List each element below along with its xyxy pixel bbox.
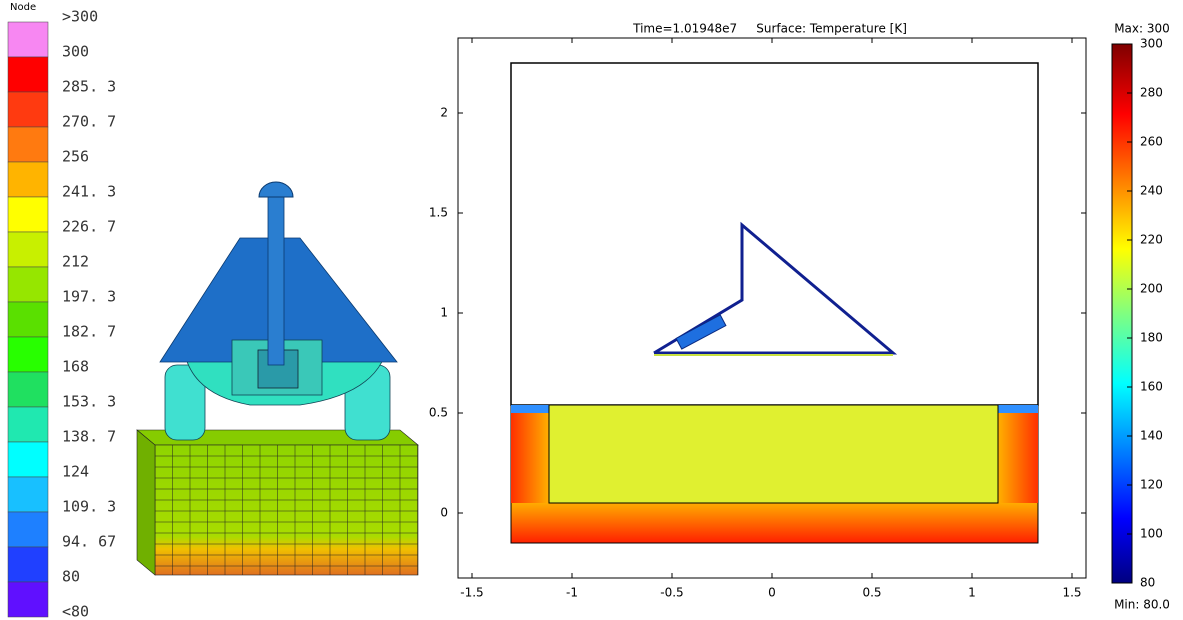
legend-label: 212	[62, 253, 89, 271]
legend-swatch	[8, 127, 48, 162]
ground-edge	[998, 405, 1038, 503]
colorbar-tick-label: 80	[1140, 576, 1155, 590]
legend-label: 138. 7	[62, 428, 116, 446]
y-tick-label: 0	[440, 506, 448, 520]
legend-swatch	[8, 582, 48, 617]
colorbar-max: Max: 300	[1114, 22, 1170, 36]
legend-label: 80	[62, 568, 80, 586]
x-tick-label: 0.5	[862, 586, 881, 600]
legend-swatch	[8, 92, 48, 127]
colorbar-tick-label: 220	[1140, 233, 1163, 247]
x-tick-label: -1.5	[460, 586, 483, 600]
page: Node >300 300 285. 3 270. 7 256 241. 3 226. 7 2…	[0, 0, 1183, 620]
x-tick-label: -1	[566, 586, 578, 600]
ground-edge	[511, 405, 549, 503]
legend-label: 182. 7	[62, 323, 116, 341]
legend-label: 256	[62, 148, 89, 166]
legend-swatch	[8, 162, 48, 197]
legend-label: 226. 7	[62, 218, 116, 236]
legend-label: 153. 3	[62, 393, 116, 411]
legend-label: 285. 3	[62, 78, 116, 96]
plot: Time=1.01948e7 Surface: Temperature [K] …	[429, 22, 1170, 612]
legend-swatch	[8, 197, 48, 232]
colorbar-tick-label: 300	[1140, 37, 1163, 51]
x-tick-label: 1.5	[1062, 586, 1081, 600]
legend-swatch	[8, 477, 48, 512]
legend: Node >300 300 285. 3 270. 7 256 241. 3 226. 7 2…	[8, 2, 116, 620]
legend-swatch	[8, 547, 48, 582]
x-tick-label: 1	[968, 586, 976, 600]
colorbar-tick-label: 280	[1140, 86, 1163, 100]
legend-swatch	[8, 232, 48, 267]
colorbar	[1112, 44, 1132, 583]
legend-swatch	[8, 442, 48, 477]
legend-label: 197. 3	[62, 288, 116, 306]
legend-label: 241. 3	[62, 183, 116, 201]
y-tick-label: 1	[440, 306, 448, 320]
colorbar-tick-label: 160	[1140, 380, 1163, 394]
ground-corner	[998, 405, 1038, 413]
legend-swatch	[8, 512, 48, 547]
ground-core	[549, 405, 998, 503]
x-tick-label: 0	[768, 586, 776, 600]
legend-label: 300	[62, 43, 89, 61]
legend-swatch	[8, 302, 48, 337]
colorbar-tick-label: 140	[1140, 429, 1163, 443]
legend-header: Node	[10, 2, 36, 13]
colorbar-min: Min: 80.0	[1114, 598, 1170, 612]
colorbar-tick-label: 100	[1140, 527, 1163, 541]
colorbar-tick-label: 240	[1140, 184, 1163, 198]
plot-title: Time=1.01948e7 Surface: Temperature [K]	[632, 22, 907, 36]
colorbar-tick-label: 260	[1140, 135, 1163, 149]
legend-label: 124	[62, 463, 89, 481]
y-tick-label: 2	[440, 106, 448, 120]
y-tick-label: 1.5	[429, 206, 448, 220]
ground-corner	[511, 405, 549, 413]
legend-swatch	[8, 337, 48, 372]
rover-3d-view	[137, 182, 418, 575]
legend-swatch	[8, 407, 48, 442]
legend-swatch	[8, 267, 48, 302]
colorbar-tick-label: 120	[1140, 478, 1163, 492]
legend-label: <80	[62, 603, 89, 620]
legend-label: 94. 67	[62, 533, 116, 551]
x-tick-label: -0.5	[660, 586, 683, 600]
legend-label: >300	[62, 8, 98, 26]
colorbar-tick-label: 200	[1140, 282, 1163, 296]
legend-label: 109. 3	[62, 498, 116, 516]
legend-swatch	[8, 57, 48, 92]
legend-swatch	[8, 22, 48, 57]
colorbar-tick-label: 180	[1140, 331, 1163, 345]
legend-swatch	[8, 372, 48, 407]
y-tick-label: 0.5	[429, 406, 448, 420]
legend-label: 270. 7	[62, 113, 116, 131]
legend-label: 168	[62, 358, 89, 376]
screen: Node >300 300 285. 3 270. 7 256 241. 3 226. 7 2…	[0, 0, 1183, 620]
